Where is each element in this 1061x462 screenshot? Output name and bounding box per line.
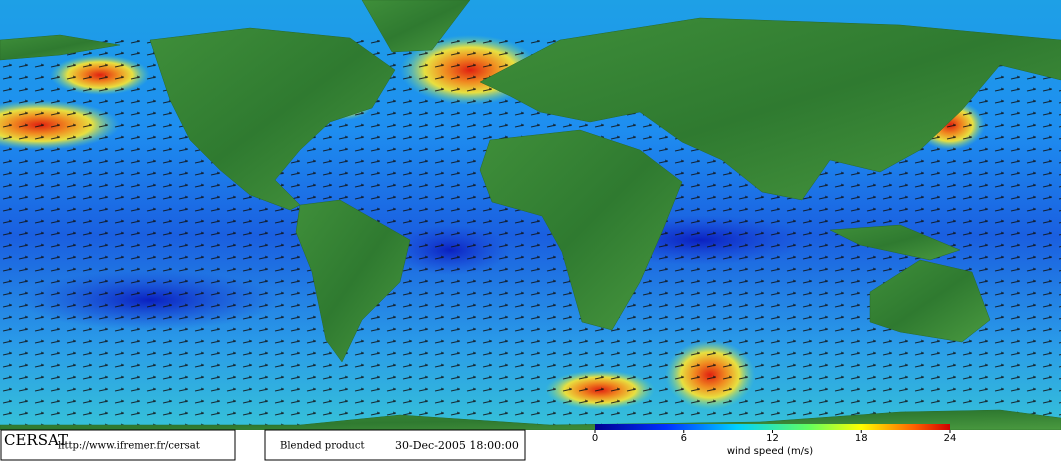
url: http://www.ifremer.fr/cersat — [58, 441, 200, 452]
date: 30-Dec-2005 18:00:00 — [395, 439, 519, 452]
product: Blended product — [280, 441, 364, 452]
footer: CERSAT http://www.ifremer.fr/cersat Blen… — [0, 424, 1061, 462]
continents — [0, 0, 1061, 431]
product-box — [264, 429, 526, 461]
credit-box — [0, 429, 236, 461]
colorbar-label: wind speed (m/s) — [727, 446, 813, 457]
colorbar-tick-label: 6 — [681, 433, 687, 444]
colorbar-tick-label: 18 — [855, 433, 868, 444]
colorbar-tick-label: 0 — [592, 433, 598, 444]
colorbar-tick-label: 24 — [944, 433, 957, 444]
colorbar-ticks: 0 6 12 18 24 — [592, 430, 957, 444]
colorbar-tick-label: 12 — [766, 433, 779, 444]
colorbar — [595, 424, 950, 430]
logo: CERSAT — [4, 431, 68, 449]
